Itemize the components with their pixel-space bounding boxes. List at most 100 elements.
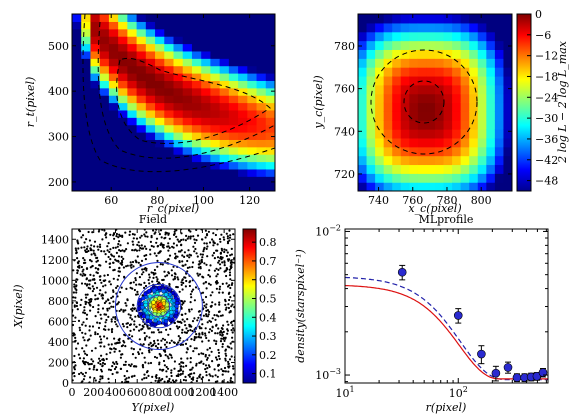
field-star <box>103 313 106 316</box>
field-star <box>82 362 86 365</box>
field-star <box>98 292 101 295</box>
field-star <box>232 233 235 236</box>
x-tick-label: 1200 <box>188 386 216 399</box>
heatmap-cell <box>256 73 267 81</box>
field-star <box>143 331 146 335</box>
heatmap-cell <box>256 154 267 163</box>
heatmap-cell <box>247 65 258 74</box>
heatmap-cell <box>90 117 101 126</box>
heatmap-cell <box>127 95 138 104</box>
field-star <box>163 343 167 346</box>
heatmap-cell <box>366 137 376 148</box>
heatmap-cell <box>375 58 385 68</box>
cluster-star <box>157 296 162 301</box>
heatmap-cell <box>256 124 267 133</box>
heatmap-cell <box>435 14 445 24</box>
field-star <box>151 375 154 378</box>
heatmap-cell <box>127 80 138 89</box>
heatmap-cell <box>145 102 156 111</box>
field-star <box>120 286 123 289</box>
heatmap-cell <box>503 120 512 130</box>
heatmap-cell <box>228 154 239 163</box>
heatmap-cell <box>375 31 385 42</box>
heatmap-cell <box>452 22 462 33</box>
y-tick-label: 740 <box>334 125 355 138</box>
field-star <box>107 368 111 371</box>
field-star <box>90 244 93 247</box>
heatmap-cell <box>228 124 239 133</box>
heatmap-cell <box>201 14 212 22</box>
field-star <box>161 245 164 248</box>
heatmap-cell <box>460 93 470 104</box>
heatmap-cell <box>358 93 368 104</box>
field-star <box>202 301 205 304</box>
field-star <box>167 249 170 252</box>
field-star <box>82 311 85 314</box>
field-star <box>178 339 181 342</box>
heatmap-cell <box>443 58 453 68</box>
field-stars <box>72 229 235 383</box>
heatmap-cell <box>155 109 165 118</box>
heatmap-cell <box>435 137 445 148</box>
field-star <box>138 249 141 252</box>
heatmap-cell <box>400 22 410 33</box>
heatmap-cell <box>118 14 128 22</box>
heatmap-cell <box>247 43 258 52</box>
heatmap-cell <box>210 95 221 104</box>
field-star <box>219 330 222 333</box>
field-star <box>181 279 184 282</box>
field-star <box>230 266 233 269</box>
heatmap-cell <box>145 80 156 89</box>
field-star <box>85 267 89 270</box>
field-star <box>76 257 79 260</box>
heatmap-cell <box>210 124 221 133</box>
field-star <box>161 263 164 266</box>
field-star <box>228 291 231 294</box>
heatmap-cell <box>265 183 275 191</box>
heatmap-cell <box>182 80 193 89</box>
heatmap-cell <box>238 168 248 177</box>
field-star <box>75 285 78 288</box>
field-star <box>123 275 126 278</box>
field-star <box>193 372 196 375</box>
heatmap-cell <box>460 58 470 68</box>
field-star <box>205 303 208 306</box>
field-star <box>209 320 213 323</box>
heatmap-cell <box>228 21 239 30</box>
heatmap-cell <box>358 67 368 77</box>
y-tick-label: 200 <box>48 356 69 369</box>
field-star <box>202 362 205 365</box>
heatmap-cell <box>201 183 212 191</box>
field-star <box>110 318 113 321</box>
heatmap-cell <box>164 43 175 52</box>
heatmap-cell <box>90 14 101 22</box>
heatmap-cell <box>81 139 92 148</box>
field-star <box>163 380 166 383</box>
field-star <box>76 342 80 345</box>
field-star <box>218 263 222 266</box>
contour-inner <box>116 57 271 144</box>
field-star <box>135 325 138 328</box>
field-star <box>90 349 94 352</box>
heatmap-cell <box>145 146 156 155</box>
field-star <box>109 233 112 236</box>
x-tick-label: 120 <box>239 194 260 207</box>
field-star <box>109 262 112 265</box>
field-star <box>97 230 100 233</box>
heatmap-cell <box>136 102 147 111</box>
field-star <box>192 288 195 291</box>
heatmap-cell <box>210 21 221 30</box>
field-star <box>99 289 102 292</box>
field-star <box>197 266 200 269</box>
heatmap-cell <box>90 139 101 148</box>
heatmap-cell <box>426 67 436 77</box>
heatmap-cell <box>443 84 453 95</box>
heatmap-cell <box>469 129 479 139</box>
heatmap-cell <box>81 87 92 96</box>
field-star <box>149 248 152 251</box>
field-star <box>165 375 168 378</box>
field-star <box>206 255 209 258</box>
cluster-star <box>157 320 162 325</box>
heatmap-cell <box>191 183 202 191</box>
field-star <box>103 362 106 366</box>
